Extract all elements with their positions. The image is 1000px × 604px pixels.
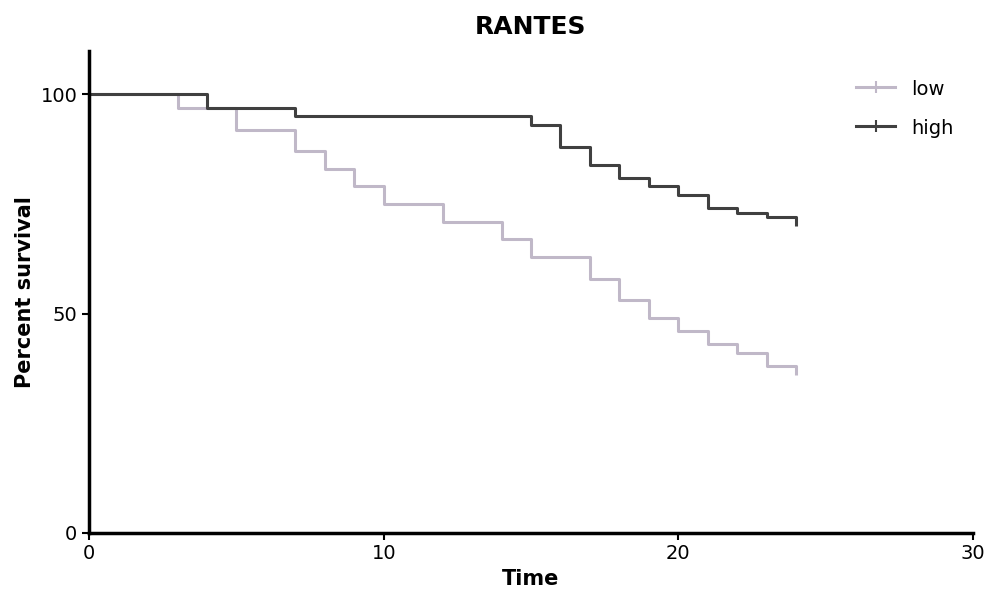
high <box>525 121 537 129</box>
low <box>348 183 360 190</box>
low <box>613 275 625 282</box>
high <box>672 183 684 190</box>
Y-axis label: Percent survival: Percent survival <box>15 196 35 388</box>
high <box>613 161 625 168</box>
high <box>584 161 596 168</box>
low <box>584 253 596 260</box>
Line: high: high <box>89 94 796 226</box>
low <box>172 91 184 98</box>
low <box>525 253 537 260</box>
low <box>525 236 537 243</box>
X-axis label: Time: Time <box>502 569 560 589</box>
low <box>437 201 449 208</box>
low <box>230 126 242 133</box>
low <box>230 104 242 111</box>
low <box>172 104 184 111</box>
high <box>525 113 537 120</box>
Line: low: low <box>89 94 796 375</box>
low <box>790 371 802 379</box>
high <box>702 191 714 199</box>
low <box>348 165 360 173</box>
high <box>83 91 95 98</box>
low <box>319 148 331 155</box>
low <box>496 218 508 225</box>
Title: RANTES: RANTES <box>475 15 587 39</box>
high <box>643 183 655 190</box>
low <box>437 218 449 225</box>
high <box>201 91 213 98</box>
low <box>761 349 773 356</box>
low <box>613 297 625 304</box>
low <box>83 91 95 98</box>
high <box>761 214 773 221</box>
high <box>289 113 301 120</box>
low <box>496 236 508 243</box>
low <box>731 349 743 356</box>
low <box>289 126 301 133</box>
Legend: low, high: low, high <box>847 70 963 147</box>
high <box>613 174 625 181</box>
low <box>731 341 743 348</box>
high <box>554 143 566 150</box>
low <box>672 314 684 321</box>
low <box>672 327 684 335</box>
low <box>761 362 773 370</box>
high <box>761 209 773 216</box>
high <box>201 104 213 111</box>
high <box>790 222 802 230</box>
high <box>672 191 684 199</box>
low <box>790 362 802 370</box>
high <box>643 174 655 181</box>
high <box>554 121 566 129</box>
high <box>702 205 714 212</box>
low <box>378 201 390 208</box>
high <box>731 205 743 212</box>
low <box>289 148 301 155</box>
high <box>289 104 301 111</box>
low <box>702 341 714 348</box>
low <box>378 183 390 190</box>
low <box>643 297 655 304</box>
high <box>731 209 743 216</box>
high <box>790 214 802 221</box>
low <box>643 314 655 321</box>
low <box>319 165 331 173</box>
low <box>702 327 714 335</box>
low <box>584 275 596 282</box>
high <box>584 143 596 150</box>
